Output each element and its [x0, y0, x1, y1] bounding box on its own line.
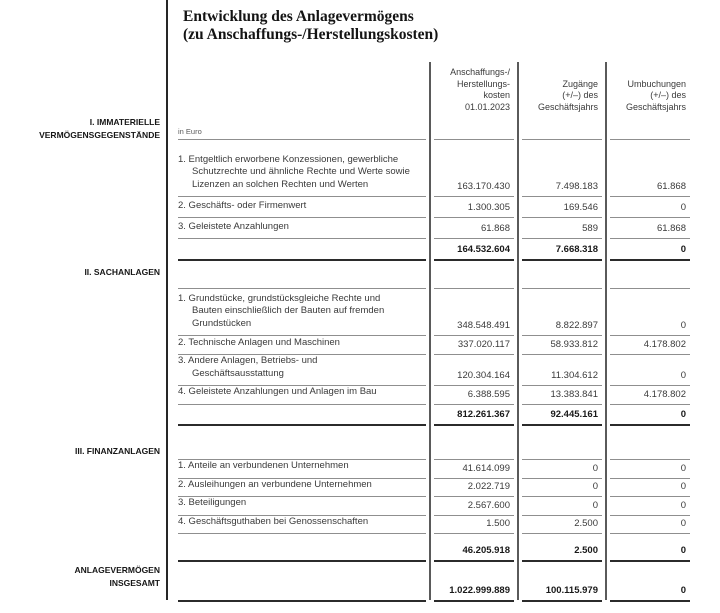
- subtotal-value: 812.261.367: [434, 405, 514, 426]
- row-label: 2. Ausleihungen an verbundene Unternehme…: [178, 479, 426, 497]
- cell-value: 61.868: [610, 218, 690, 239]
- row-label: 1. Grundstücke, grundstücksgleiche Recht…: [178, 289, 426, 336]
- cell-value: 61.868: [434, 218, 514, 239]
- column-header-anschaffungskosten: Anschaffungs-/ Herstellungs- kosten 01.0…: [434, 62, 514, 140]
- subtotal-value: 2.500: [522, 534, 602, 562]
- cell-value: 163.170.430: [434, 140, 514, 197]
- cell-value: 0: [610, 289, 690, 336]
- grand-total-value: 0: [610, 562, 690, 602]
- row-label: 3. Andere Anlagen, Betriebs- und Geschäf…: [178, 355, 426, 386]
- table-row: 2. Ausleihungen an verbundene Unternehme…: [178, 479, 690, 497]
- column-header-umbuchungen: Umbuchungen (+/–) des Geschäftsjahrs: [610, 62, 690, 140]
- fixed-assets-table: in Euro Anschaffungs-/ Herstellungs- kos…: [170, 62, 698, 602]
- cell-value: 13.383.841: [522, 386, 602, 405]
- table-header-row: in Euro Anschaffungs-/ Herstellungs- kos…: [178, 62, 690, 140]
- subtotal-value: 7.668.318: [522, 239, 602, 261]
- subtotal-value: 164.532.604: [434, 239, 514, 261]
- row-label: [178, 534, 426, 562]
- cell-value: 6.388.595: [434, 386, 514, 405]
- cell-value: 348.548.491: [434, 289, 514, 336]
- cell-value: 8.822.897: [522, 289, 602, 336]
- grand-total-row: 1.022.999.889 100.115.979 0: [178, 562, 690, 602]
- subtotal-value: 0: [610, 239, 690, 261]
- subtotal-value: 46.205.918: [434, 534, 514, 562]
- cell-value: 0: [522, 479, 602, 497]
- cell-value: 0: [522, 497, 602, 516]
- row-label: 1. Entgeltlich erworbene Konzessionen, g…: [178, 140, 426, 197]
- row-label: 4. Geleistete Anzahlungen und Anlagen im…: [178, 386, 426, 405]
- cell-value: 0: [522, 460, 602, 479]
- cell-value: 0: [610, 516, 690, 534]
- section-label-sachanlagen: II. SACHANLAGEN: [84, 267, 160, 277]
- cell-value: 11.304.612: [522, 355, 602, 386]
- cell-value: 0: [610, 197, 690, 218]
- subtotal-value: 92.445.161: [522, 405, 602, 426]
- table-row: 2. Geschäfts- oder Firmenwert 1.300.305 …: [178, 197, 690, 218]
- row-label: 2. Technische Anlagen und Maschinen: [178, 336, 426, 355]
- left-rule: [166, 0, 168, 600]
- cell-value: 589: [522, 218, 602, 239]
- table-row: 4. Geleistete Anzahlungen und Anlagen im…: [178, 386, 690, 405]
- table-row: 3. Beteiligungen 2.567.600 0 0: [178, 497, 690, 516]
- section-gap-row: [178, 261, 690, 289]
- table-row: 1. Anteile an verbundenen Unternehmen 41…: [178, 460, 690, 479]
- row-label: 2. Geschäfts- oder Firmenwert: [178, 197, 426, 218]
- subtotal-value: 0: [610, 534, 690, 562]
- cell-value: 4.178.802: [610, 336, 690, 355]
- cell-value: 169.546: [522, 197, 602, 218]
- table-row: 1. Entgeltlich erworbene Konzessionen, g…: [178, 140, 690, 197]
- unit-label: in Euro: [178, 62, 426, 140]
- cell-value: 41.614.099: [434, 460, 514, 479]
- cell-value: 0: [610, 479, 690, 497]
- cell-value: 58.933.812: [522, 336, 602, 355]
- row-label: 3. Beteiligungen: [178, 497, 426, 516]
- column-divider: [429, 62, 431, 600]
- row-label: 1. Anteile an verbundenen Unternehmen: [178, 460, 426, 479]
- cell-value: 1.300.305: [434, 197, 514, 218]
- cell-value: 0: [610, 355, 690, 386]
- column-header-zugaenge: Zugänge (+/–) des Geschäftsjahrs: [522, 62, 602, 140]
- grand-total-value: 1.022.999.889: [434, 562, 514, 602]
- section-label-finanzanlagen: III. FINANZANLAGEN: [75, 446, 160, 456]
- section-gap-row: [178, 426, 690, 460]
- cell-value: 2.022.719: [434, 479, 514, 497]
- table-row: 3. Andere Anlagen, Betriebs- und Geschäf…: [178, 355, 690, 386]
- subtotal-value: 0: [610, 405, 690, 426]
- cell-value: 7.498.183: [522, 140, 602, 197]
- column-divider: [605, 62, 607, 600]
- subtotal-row: 46.205.918 2.500 0: [178, 534, 690, 562]
- table-row: 3. Geleistete Anzahlungen 61.868 589 61.…: [178, 218, 690, 239]
- table-row: 1. Grundstücke, grundstücksgleiche Recht…: [178, 289, 690, 336]
- cell-value: 0: [610, 497, 690, 516]
- cell-value: 120.304.164: [434, 355, 514, 386]
- cell-value: 1.500: [434, 516, 514, 534]
- section-label-immaterielle: I. IMMATERIELLE VERMÖGENSGEGENSTÄNDE: [39, 117, 160, 140]
- grand-total-label: ANLAGEVERMÖGEN INSGESAMT: [74, 565, 160, 588]
- page-title: Entwicklung des Anlagevermögens (zu Ansc…: [183, 8, 439, 43]
- grand-total-value: 100.115.979: [522, 562, 602, 602]
- table-row: 2. Technische Anlagen und Maschinen 337.…: [178, 336, 690, 355]
- cell-value: 337.020.117: [434, 336, 514, 355]
- row-label: [178, 562, 426, 602]
- cell-value: 2.567.600: [434, 497, 514, 516]
- cell-value: 4.178.802: [610, 386, 690, 405]
- cell-value: 0: [610, 460, 690, 479]
- table-row: 4. Geschäftsguthaben bei Genossenschafte…: [178, 516, 690, 534]
- row-label: 4. Geschäftsguthaben bei Genossenschafte…: [178, 516, 426, 534]
- cell-value: 61.868: [610, 140, 690, 197]
- column-divider: [517, 62, 519, 600]
- row-label: 3. Geleistete Anzahlungen: [178, 218, 426, 239]
- row-label: [178, 239, 426, 261]
- subtotal-row: 812.261.367 92.445.161 0: [178, 405, 690, 426]
- cell-value: 2.500: [522, 516, 602, 534]
- row-label: [178, 405, 426, 426]
- subtotal-row: 164.532.604 7.668.318 0: [178, 239, 690, 261]
